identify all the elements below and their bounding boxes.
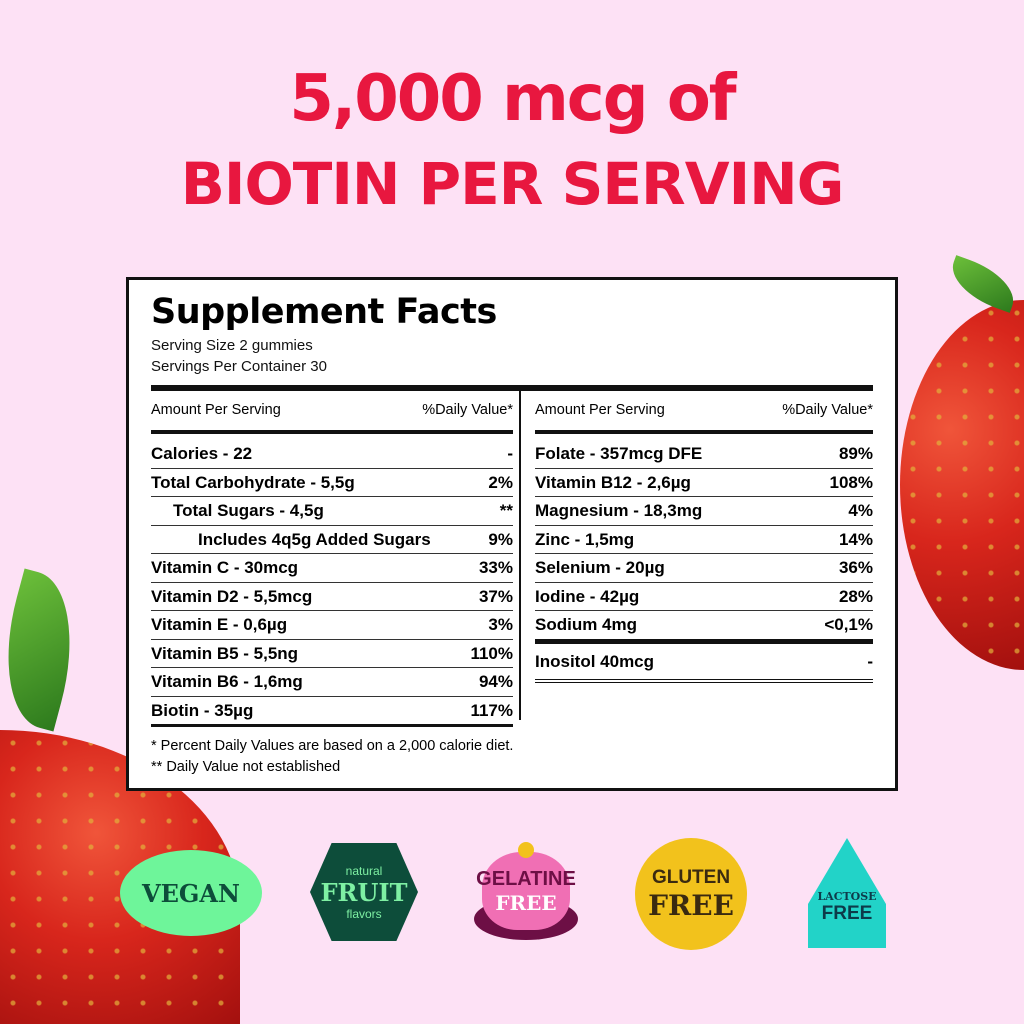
gelatine-badge: GELATINE FREE: [476, 852, 576, 930]
nutrient-name: Calories - 22: [151, 444, 253, 463]
nutrient-name: Selenium - 20µg: [535, 558, 665, 577]
nutrient-dv: 14%: [838, 529, 873, 549]
header-amount: Amount Per Serving: [535, 402, 665, 418]
lactose-free-text: FREE: [821, 902, 873, 924]
leaf-left: [0, 568, 93, 732]
fruit-badge: natural FRUIT flavors: [310, 843, 418, 941]
nutrient-dv: 36%: [838, 558, 873, 577]
gelatine-top: [518, 842, 534, 858]
header-dv: %Daily Value*: [422, 402, 513, 418]
nutrient-dv: **: [499, 501, 513, 520]
right-header: Amount Per Serving %Daily Value*: [535, 390, 873, 434]
serving-size: Serving Size 2 gummies: [151, 337, 313, 354]
right-column: Amount Per Serving %Daily Value* Folate …: [535, 390, 873, 683]
nutrient-dv: 89%: [838, 444, 873, 463]
nutrient-name: Folate - 357mcg DFE: [535, 444, 703, 463]
fruit-top: natural: [345, 863, 383, 878]
thick-rule: [151, 385, 873, 391]
header-dv: %Daily Value*: [782, 402, 873, 418]
leaf-right: [943, 255, 1023, 313]
nutrient-row: Vitamin D2 - 5,5mcg 37%: [151, 583, 513, 611]
gelatine-text: GELATINE: [476, 867, 576, 890]
lactose-text: LACTOSE: [817, 889, 877, 903]
fruit-bottom: flavors: [346, 906, 382, 921]
nutrient-dv: 110%: [470, 643, 513, 663]
left-column: Amount Per Serving %Daily Value* Calorie…: [151, 390, 513, 727]
nutrient-row: Vitamin B12 - 2,6µg 108%: [535, 469, 873, 497]
nutrient-name: Total Carbohydrate - 5,5g: [151, 472, 355, 492]
nutrient-name: Total Sugars - 4,5g: [173, 501, 324, 520]
nutrient-row: Biotin - 35µg 117%: [151, 697, 513, 727]
nutrient-row: Zinc - 1,5mg 14%: [535, 526, 873, 554]
footnote-2: ** Daily Value not established: [151, 759, 341, 775]
nutrient-row: Iodine - 42µg 28%: [535, 583, 873, 611]
strawberry-right: [900, 300, 1024, 670]
nutrient-name: Sodium 4mg: [535, 615, 638, 634]
nutrient-row: Folate - 357mcg DFE 89%: [535, 440, 873, 469]
nutrient-name: Includes 4q5g Added Sugars: [198, 529, 431, 549]
nutrient-dv: 33%: [478, 558, 513, 577]
nutrient-name: Vitamin D2 - 5,5mcg: [151, 586, 313, 606]
nutrient-dv: 9%: [488, 529, 513, 549]
headline-line2: BIOTIN PER SERVING: [180, 150, 845, 218]
nutrient-name: Zinc - 1,5mg: [535, 529, 635, 549]
nutrient-row: Includes 4q5g Added Sugars 9%: [151, 526, 513, 554]
nutrient-row: Sodium 4mg <0,1%: [535, 611, 873, 644]
nutrient-name: Vitamin B5 - 5,5ng: [151, 643, 299, 663]
nutrient-dv: 3%: [488, 615, 513, 634]
nutrient-row: Inositol 40mcg -: [535, 644, 873, 683]
vegan-text: VEGAN: [142, 878, 240, 908]
gluten-free-text: FREE: [648, 888, 734, 922]
facts-title: Supplement Facts: [151, 292, 497, 332]
nutrient-name: Vitamin E - 0,6µg: [151, 615, 288, 634]
fruit-main: FRUIT: [320, 877, 408, 907]
nutrient-row: Vitamin E - 0,6µg 3%: [151, 611, 513, 640]
lactose-badge: LACTOSE FREE: [808, 838, 886, 948]
nutrient-name: Vitamin C - 30mcg: [151, 558, 299, 577]
column-divider: [519, 390, 521, 720]
nutrient-row: Vitamin B5 - 5,5ng 110%: [151, 640, 513, 668]
nutrient-row: Vitamin B6 - 1,6mg 94%: [151, 668, 513, 697]
gelatine-free-text: FREE: [495, 890, 557, 915]
nutrient-name: Magnesium - 18,3mg: [535, 501, 703, 520]
gluten-badge: GLUTEN FREE: [635, 838, 747, 950]
nutrient-dv: 108%: [829, 472, 873, 492]
servings-per-container: Servings Per Container 30: [151, 358, 327, 375]
nutrient-dv: 28%: [838, 586, 873, 606]
headline-line1: 5,000 mcg of: [289, 62, 736, 136]
footnote-1: * Percent Daily Values are based on a 2,…: [151, 738, 514, 754]
supplement-facts-panel: Supplement Facts Serving Size 2 gummies …: [126, 277, 898, 791]
nutrient-dv: <0,1%: [824, 615, 873, 634]
left-header: Amount Per Serving %Daily Value*: [151, 390, 513, 434]
nutrient-name: Biotin - 35µg: [151, 700, 254, 720]
nutrient-row: Calories - 22 -: [151, 440, 513, 469]
nutrient-name: Vitamin B12 - 2,6µg: [535, 472, 691, 492]
nutrient-row: Selenium - 20µg 36%: [535, 554, 873, 583]
nutrient-name: Inositol 40mcg: [535, 651, 655, 671]
nutrient-dv: 4%: [848, 501, 873, 520]
nutrient-dv: -: [867, 651, 873, 671]
nutrient-dv: 37%: [478, 586, 513, 606]
nutrient-row: Magnesium - 18,3mg 4%: [535, 497, 873, 526]
nutrient-dv: 2%: [488, 472, 513, 492]
vegan-badge: VEGAN: [120, 850, 262, 936]
nutrient-name: Iodine - 42µg: [535, 586, 640, 606]
header-amount: Amount Per Serving: [151, 402, 281, 418]
nutrient-dv: 94%: [478, 672, 513, 691]
nutrient-row: Total Carbohydrate - 5,5g 2%: [151, 469, 513, 497]
nutrient-name: Vitamin B6 - 1,6mg: [151, 672, 303, 691]
nutrient-dv: 117%: [470, 700, 513, 720]
nutrient-row: Total Sugars - 4,5g **: [151, 497, 513, 526]
nutrient-dv: -: [507, 444, 513, 463]
nutrient-row: Vitamin C - 30mcg 33%: [151, 554, 513, 583]
gluten-text: GLUTEN: [651, 866, 731, 888]
